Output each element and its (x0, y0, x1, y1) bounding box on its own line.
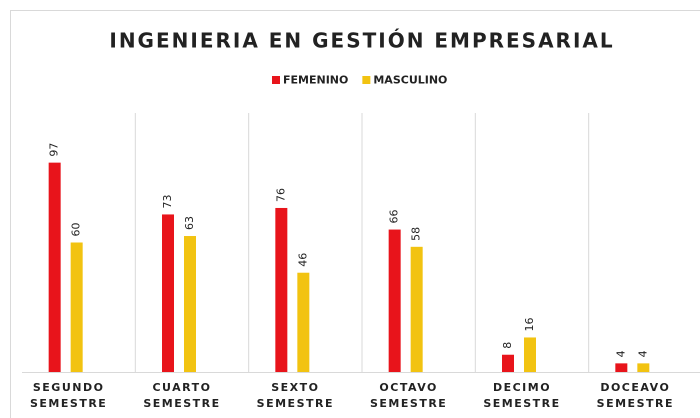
legend-swatch (272, 76, 280, 84)
x-tick-label: SEGUNDO SEMESTRE (30, 381, 108, 410)
bar (70, 242, 83, 372)
bar (162, 214, 174, 372)
data-label: 63 (183, 216, 196, 230)
data-label: 97 (48, 143, 61, 157)
bar (615, 363, 628, 372)
bar (275, 207, 288, 372)
x-tick-label: CUARTO SEMESTRE (143, 381, 221, 410)
bar (502, 354, 514, 372)
data-label: 46 (296, 253, 309, 267)
data-label: 4 (614, 350, 627, 357)
bar (410, 246, 423, 372)
data-label: 60 (70, 223, 83, 237)
bar (637, 363, 650, 372)
legend-label: MASCULINO (373, 74, 447, 87)
data-label: 16 (523, 317, 536, 331)
data-label: 58 (410, 227, 423, 241)
x-tick-label: OCTAVO SEMESTRE (370, 381, 448, 410)
x-tick-label: SEXTO SEMESTRE (256, 381, 334, 410)
data-label: 66 (388, 210, 401, 224)
data-label: 76 (274, 188, 287, 202)
x-tick-label: DOCEAVO SEMESTRE (596, 381, 674, 410)
chart-title: INGENIERIA EN GESTIÓN EMPRESARIAL (109, 29, 614, 53)
bar (524, 337, 536, 372)
legend-swatch (362, 76, 371, 84)
x-tick-label: DECIMO SEMESTRE (483, 381, 561, 410)
bar (48, 162, 61, 372)
chart-border (10, 10, 700, 418)
data-label: 73 (161, 194, 174, 208)
legend-label: FEMENINO (283, 74, 348, 87)
bar (297, 272, 310, 372)
bar (388, 229, 401, 372)
data-label: 8 (501, 342, 514, 349)
bar (184, 236, 196, 372)
data-label: 4 (636, 350, 649, 357)
